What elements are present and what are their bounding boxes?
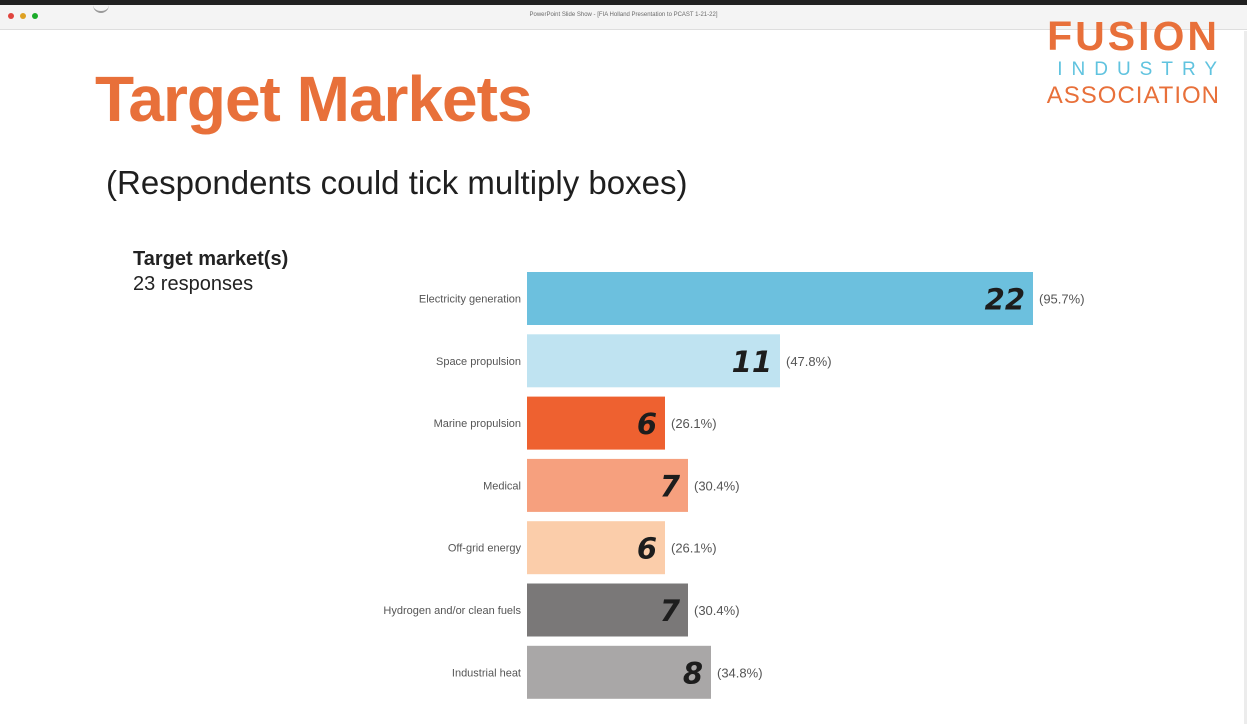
bar-value-label: 11: [732, 345, 772, 379]
category-label: Marine propulsion: [434, 418, 521, 430]
bar-percent-label: (26.1%): [671, 541, 717, 556]
bar-value-label: 7: [660, 469, 681, 503]
bar-percent-label: (30.4%): [694, 478, 740, 493]
category-label: Hydrogen and/or clean fuels: [383, 605, 521, 617]
window-titlebar: PowerPoint Slide Show - [FIA Holland Pre…: [0, 0, 1247, 30]
bar-percent-label: (95.7%): [1039, 292, 1085, 307]
bar-percent-label: (30.4%): [694, 603, 740, 618]
bar: [527, 645, 711, 699]
bar-value-label: 8: [683, 656, 703, 690]
category-label: Electricity generation: [419, 294, 521, 306]
logo-word-industry: INDUSTRY: [1057, 59, 1226, 80]
slide-subtitle: (Respondents could tick multiply boxes): [106, 164, 688, 201]
bar-value-label: 7: [660, 594, 681, 628]
fusion-industry-association-logo: FUSION INDUSTRY ASSOCIATION: [1010, 14, 1220, 110]
category-label: Medical: [483, 480, 521, 492]
bar: [527, 521, 665, 575]
bar: [527, 334, 780, 388]
chart-title: Target market(s): [133, 248, 289, 270]
category-label: Space propulsion: [436, 356, 521, 368]
mouse-cursor-icon: [93, 5, 109, 13]
logo-word-fusion: FUSION: [1047, 13, 1220, 59]
window-top-edge: [0, 0, 1247, 5]
bar-percent-label: (47.8%): [786, 354, 832, 369]
slide-title: Target Markets: [95, 63, 533, 135]
bar-value-label: 22: [985, 283, 1025, 317]
logo-word-association: ASSOCIATION: [1046, 82, 1220, 109]
bar: [527, 583, 688, 637]
close-window-button[interactable]: [8, 13, 14, 19]
bar-value-label: 6: [637, 532, 657, 566]
chart-response-count: 23 responses: [133, 273, 254, 295]
bar-percent-label: (26.1%): [671, 416, 717, 431]
slide-edge: [1244, 31, 1247, 724]
bar: [527, 396, 665, 450]
category-label: Off-grid energy: [448, 543, 522, 555]
bar: [527, 272, 1033, 325]
bar-percent-label: (34.8%): [717, 665, 763, 680]
window-title: PowerPoint Slide Show - [FIA Holland Pre…: [529, 12, 718, 18]
minimize-window-button[interactable]: [20, 13, 26, 19]
bar-value-label: 6: [637, 407, 657, 441]
category-label: Industrial heat: [452, 667, 521, 679]
zoom-window-button[interactable]: [32, 13, 38, 19]
bar: [527, 458, 688, 512]
